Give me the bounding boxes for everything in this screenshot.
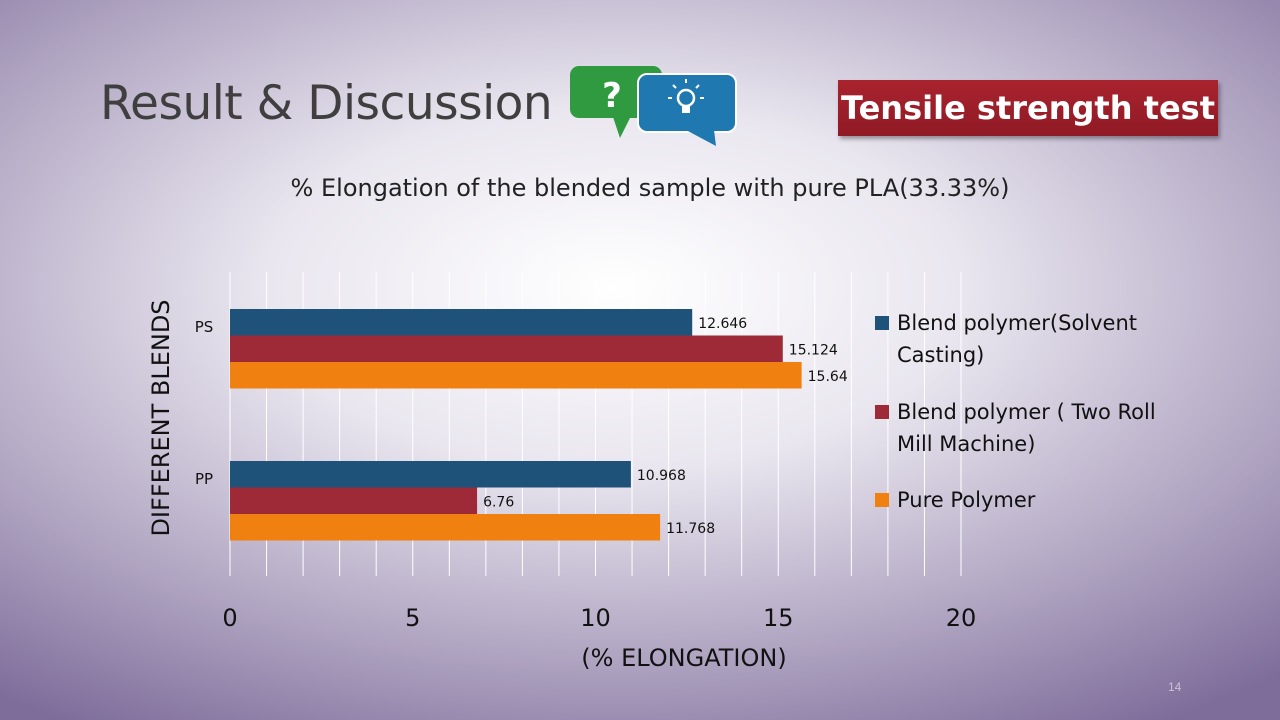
legend: Blend polymer(Solvent Casting) Blend polym…: [875, 311, 1156, 512]
y-axis-title: DIFFERENT BLENDS: [147, 299, 175, 536]
discussion-icons: ?: [570, 66, 737, 146]
category-label: PP: [195, 470, 213, 488]
legend-swatch: [875, 316, 889, 330]
data-label: 12.646: [698, 316, 747, 332]
lightbulb-bubble-icon: [637, 73, 737, 146]
data-label: 10.968: [637, 468, 686, 484]
legend-swatch: [875, 405, 889, 419]
x-tick-label: 20: [946, 604, 977, 632]
legend-label: Blend polymer(Solvent: [897, 311, 1137, 335]
data-label: 11.768: [666, 521, 715, 537]
x-tick-label: 15: [763, 604, 794, 632]
data-label: 6.76: [483, 495, 514, 511]
legend-label: Pure Polymer: [897, 488, 1036, 512]
category-label: PS: [195, 318, 214, 336]
data-label: 15.124: [789, 343, 838, 359]
bar: [230, 514, 661, 541]
bar: [230, 335, 783, 362]
bar: [230, 362, 802, 389]
category-labels: PS PP: [195, 318, 214, 488]
legend-label: Mill Machine): [897, 432, 1035, 456]
x-tick-label: 5: [405, 604, 420, 632]
legend-label: Blend polymer ( Two Roll: [897, 400, 1156, 424]
slide-number: 14: [1168, 680, 1182, 694]
bar: [230, 309, 693, 336]
bar-labels: 12.646 15.124 15.64 10.968 6.76 11.768: [483, 316, 848, 537]
slide-title: Result & Discussion: [100, 76, 553, 131]
chart-title: % Elongation of the blended sample with …: [290, 174, 1010, 202]
legend-swatch: [875, 493, 889, 507]
bars: [230, 309, 802, 541]
legend-label: Casting): [897, 343, 984, 367]
x-tick-labels: 0 5 10 15 20: [222, 604, 976, 632]
x-tick-label: 10: [580, 604, 611, 632]
x-axis-title: (% ELONGATION): [581, 644, 786, 672]
data-label: 15.64: [808, 369, 848, 385]
svg-text:?: ?: [602, 76, 622, 116]
bar: [230, 487, 478, 514]
bar: [230, 461, 631, 488]
x-tick-label: 0: [222, 604, 237, 632]
tensile-strength-badge: Tensile strength test: [838, 80, 1218, 136]
